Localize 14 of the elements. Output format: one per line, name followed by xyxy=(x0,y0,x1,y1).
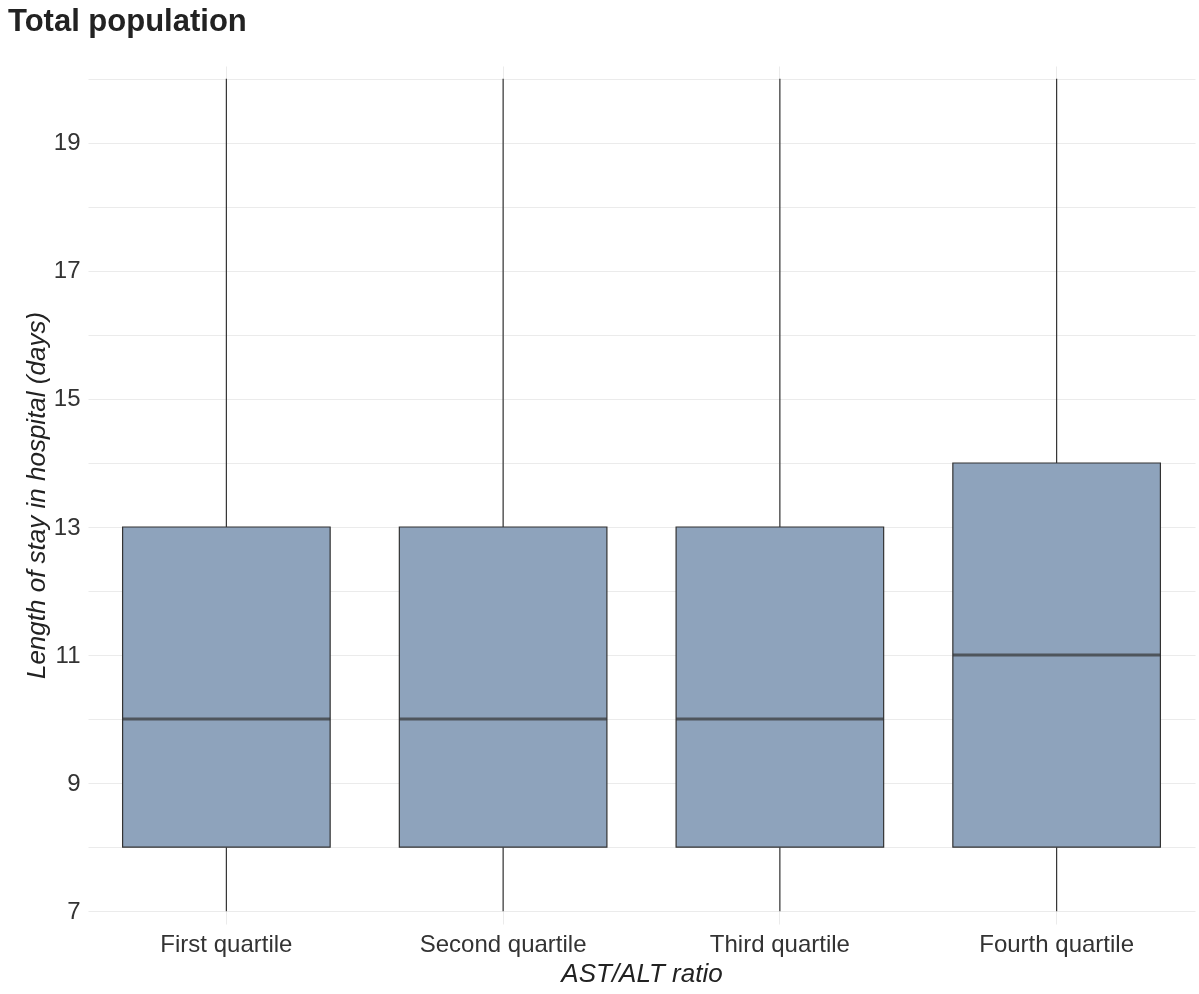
y-tick-label: 13 xyxy=(53,512,81,540)
y-tick-label: 15 xyxy=(53,384,81,412)
y-tick-label: 17 xyxy=(53,256,81,284)
x-tick-label: Third quartile xyxy=(709,929,850,957)
x-tick-label: Fourth quartile xyxy=(979,929,1134,957)
chart-title: Total population xyxy=(8,3,247,38)
x-tick-label: Second quartile xyxy=(419,929,587,957)
y-tick-label: 11 xyxy=(55,640,81,668)
x-axis-title: AST/ALT ratio xyxy=(559,957,723,988)
y-tick-label: 9 xyxy=(67,768,81,796)
x-tick-label: First quartile xyxy=(160,929,293,957)
y-tick-label: 19 xyxy=(53,128,81,156)
y-axis-title: Length of stay in hospital (days) xyxy=(20,311,51,680)
y-tick-label: 7 xyxy=(67,896,81,924)
